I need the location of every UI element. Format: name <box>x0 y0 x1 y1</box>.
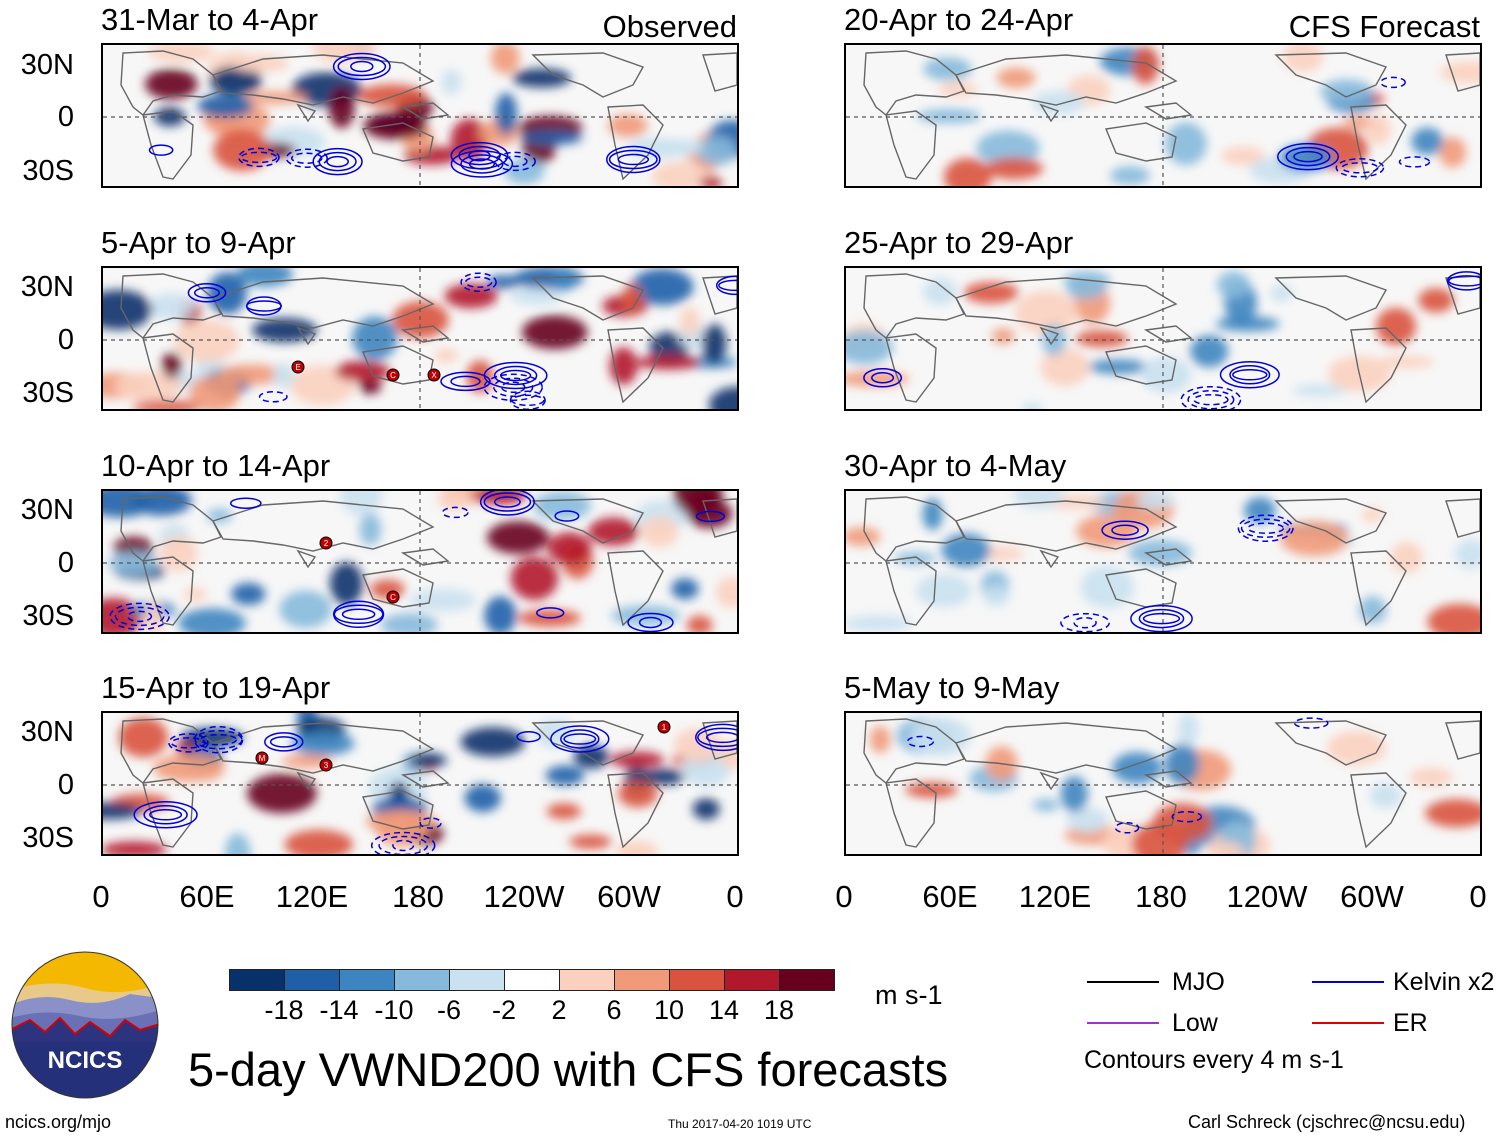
colorbar-swatch <box>614 969 670 991</box>
panel-title-observed-1: 31-Mar to 4-Apr <box>101 2 319 37</box>
lat-label-30n: 30N <box>20 494 74 526</box>
figure-title: 5-day VWND200 with CFS forecasts <box>188 1043 949 1096</box>
lon-label: 0 <box>726 879 744 914</box>
svg-text:X: X <box>431 371 437 380</box>
colorbar-swatch <box>779 969 835 991</box>
colorbar-tick-label: -2 <box>491 995 516 1025</box>
colorbar-tick-label: 6 <box>606 995 622 1025</box>
colorbar-swatch <box>449 969 505 991</box>
storm-marker: C <box>386 589 400 610</box>
colorbar-tick-label: 10 <box>653 995 685 1025</box>
colorbar-tick-label: -6 <box>436 995 461 1025</box>
storm-marker: C <box>386 367 400 388</box>
svg-text:C: C <box>390 593 396 602</box>
lat-label-30s: 30S <box>22 600 74 632</box>
panel-title-forecast-4: 5-May to 9-May <box>844 670 1060 705</box>
colorbar-tick-label: 14 <box>708 995 740 1025</box>
svg-text:E: E <box>295 363 300 372</box>
footer-timestamp: Thu 2017-04-20 1019 UTC <box>668 1117 812 1131</box>
map-panel-forecast-4 <box>844 711 1482 856</box>
ncics-logo: NCICS <box>10 950 160 1100</box>
lat-label-eq: 0 <box>57 324 74 356</box>
lat-label-eq: 0 <box>57 547 74 579</box>
colorbar-swatch <box>559 969 615 991</box>
panel-title-observed-4: 15-Apr to 19-Apr <box>101 670 331 705</box>
legend-kelvin-line <box>1312 981 1384 983</box>
legend-er-line <box>1312 1022 1384 1024</box>
footer-url[interactable]: ncics.org/mjo <box>5 1112 112 1132</box>
colorbar-swatch <box>669 969 725 991</box>
colorbar-tick-label: -14 <box>319 995 359 1025</box>
panel-title-forecast-3: 30-Apr to 4-May <box>844 448 1067 483</box>
map-panel-observed-1 <box>101 43 739 188</box>
storm-marker: 2 <box>319 535 333 556</box>
legend-mjo-label: MJO <box>1172 968 1225 996</box>
map-panel-observed-2 <box>101 266 739 411</box>
map-panel-forecast-1 <box>844 43 1482 188</box>
panel-title-forecast-2: 25-Apr to 29-Apr <box>844 225 1074 260</box>
storm-marker: 1 <box>657 719 671 740</box>
map-panel-observed-4 <box>101 711 739 856</box>
forecast-header: CFS Forecast <box>1288 9 1480 44</box>
colorbar-swatch <box>394 969 450 991</box>
colorbar-swatch <box>339 969 395 991</box>
svg-text:2: 2 <box>324 539 329 548</box>
lon-label: 120W <box>483 879 565 914</box>
storm-marker: E <box>291 359 305 380</box>
footer-author: Carl Schreck (cjschrec@ncsu.edu) <box>1188 1112 1466 1132</box>
colorbar-swatch <box>229 969 285 991</box>
lon-label: 0 <box>92 879 110 914</box>
svg-text:M: M <box>259 754 266 763</box>
legend-low-line <box>1087 1022 1159 1024</box>
lat-label-eq: 0 <box>57 769 74 801</box>
lon-label: 60W <box>1340 879 1404 914</box>
storm-marker: X <box>427 367 441 388</box>
colorbar-swatch <box>284 969 340 991</box>
panel-title-observed-3: 10-Apr to 14-Apr <box>101 448 331 483</box>
lon-label: 120E <box>275 879 349 914</box>
svg-text:3: 3 <box>324 761 329 770</box>
lon-label: 60E <box>179 879 235 914</box>
lon-label: 0 <box>835 879 853 914</box>
colorbar-tick-label: -18 <box>264 995 304 1025</box>
lat-label-30n: 30N <box>20 716 74 748</box>
storm-marker: 3 <box>319 757 333 778</box>
colorbar-units: m s-1 <box>875 980 943 1010</box>
colorbar-tick-label: 18 <box>763 995 795 1025</box>
map-panel-observed-3 <box>101 489 739 634</box>
colorbar-tick-label: 2 <box>551 995 567 1025</box>
lon-label: 180 <box>392 879 444 914</box>
legend-note: Contours every 4 m s-1 <box>1084 1046 1344 1074</box>
svg-text:C: C <box>390 371 396 380</box>
lat-label-30n: 30N <box>20 271 74 303</box>
logo-text: NCICS <box>48 1047 123 1074</box>
panel-title-forecast-1: 20-Apr to 24-Apr <box>844 2 1074 37</box>
map-panel-forecast-2 <box>844 266 1482 411</box>
map-panel-forecast-3 <box>844 489 1482 634</box>
lon-label: 60E <box>922 879 978 914</box>
legend-er-label: ER <box>1393 1009 1428 1037</box>
lat-label-30s: 30S <box>22 155 74 187</box>
colorbar-swatch <box>724 969 780 991</box>
legend-kelvin-label: Kelvin x2 <box>1393 968 1495 996</box>
observed-header: Observed <box>602 9 737 44</box>
lon-label: 120E <box>1018 879 1092 914</box>
panel-title-observed-2: 5-Apr to 9-Apr <box>101 225 296 260</box>
lon-label: 0 <box>1469 879 1487 914</box>
lon-label: 60W <box>597 879 661 914</box>
colorbar-tick-label: -10 <box>374 995 414 1025</box>
lat-label-30s: 30S <box>22 822 74 854</box>
lon-label: 120W <box>1226 879 1308 914</box>
lat-label-eq: 0 <box>57 101 74 133</box>
storm-marker: M <box>255 750 269 771</box>
legend-mjo-line <box>1087 981 1159 983</box>
svg-text:1: 1 <box>662 723 667 732</box>
colorbar-swatch <box>504 969 560 991</box>
legend-low-label: Low <box>1172 1009 1218 1037</box>
lat-label-30n: 30N <box>20 49 74 81</box>
lat-label-30s: 30S <box>22 377 74 409</box>
lon-label: 180 <box>1135 879 1187 914</box>
